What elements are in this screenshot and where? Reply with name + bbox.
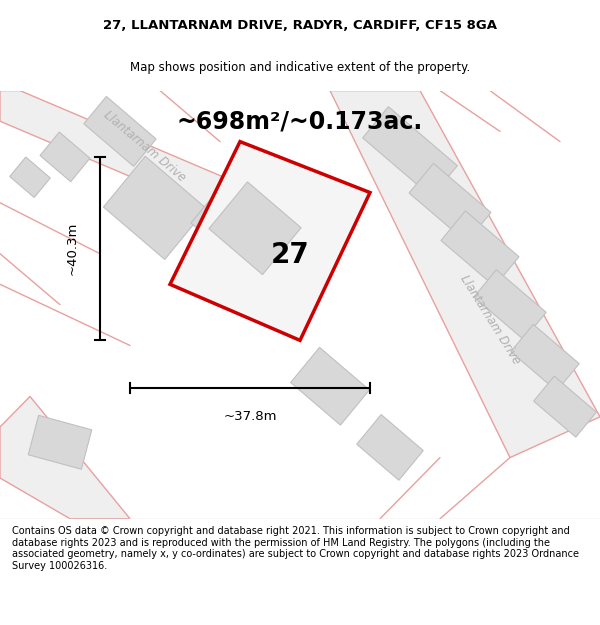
Text: 27, LLANTARNAM DRIVE, RADYR, CARDIFF, CF15 8GA: 27, LLANTARNAM DRIVE, RADYR, CARDIFF, CF… (103, 19, 497, 32)
Polygon shape (10, 157, 50, 198)
Polygon shape (28, 416, 92, 469)
Polygon shape (511, 324, 579, 391)
Text: ~698m²/~0.173ac.: ~698m²/~0.173ac. (177, 109, 423, 133)
Polygon shape (40, 132, 90, 182)
Polygon shape (357, 414, 423, 480)
Polygon shape (290, 348, 370, 425)
Polygon shape (330, 91, 600, 458)
Polygon shape (409, 163, 491, 242)
Text: Llantarnam Drive: Llantarnam Drive (101, 109, 188, 184)
Polygon shape (103, 156, 206, 259)
Polygon shape (170, 142, 370, 341)
Polygon shape (191, 184, 269, 262)
Polygon shape (84, 96, 156, 166)
Polygon shape (209, 182, 301, 274)
Polygon shape (441, 211, 519, 286)
Polygon shape (533, 376, 596, 437)
Polygon shape (474, 270, 546, 339)
Text: 27: 27 (271, 241, 310, 269)
Polygon shape (362, 107, 457, 197)
Text: Map shows position and indicative extent of the property.: Map shows position and indicative extent… (130, 61, 470, 74)
Text: Contains OS data © Crown copyright and database right 2021. This information is : Contains OS data © Crown copyright and d… (12, 526, 579, 571)
Text: ~37.8m: ~37.8m (223, 411, 277, 423)
Polygon shape (0, 91, 260, 223)
Polygon shape (0, 396, 130, 519)
Text: ~40.3m: ~40.3m (65, 222, 79, 275)
Text: Llantarnam Drive: Llantarnam Drive (457, 273, 523, 367)
